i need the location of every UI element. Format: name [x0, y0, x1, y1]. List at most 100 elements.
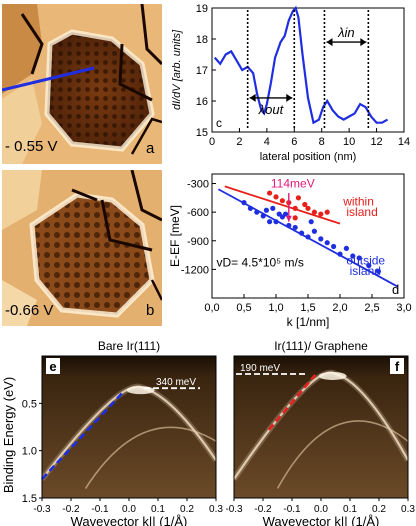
red-data-point	[318, 211, 324, 217]
panel-letter-box	[46, 358, 60, 374]
panel-title: Bare Ir(111)	[98, 339, 160, 353]
x-tick-label: 6	[291, 136, 297, 148]
x-tick-label: -0.2	[62, 504, 80, 515]
arrow-head-right	[360, 38, 367, 47]
x-tick-label: 0.1	[343, 504, 357, 515]
chart-f-arpes-graphene: 190 meV -0.3 -0.2 -0.1 0.0 0.1 0.2 0.3 Wavevecto…	[226, 339, 415, 526]
red-data-point	[273, 194, 279, 200]
y-tick-label: -300	[187, 179, 209, 191]
blue-data-point	[273, 219, 279, 225]
lambda-out-label: λout	[258, 102, 285, 117]
red-data-point	[324, 209, 330, 215]
arpes-background	[234, 356, 408, 498]
blue-data-point	[299, 230, 305, 236]
chart-e-arpes-bare: 340 meV -0.3 -0.2 -0.1 0.0 0.1 0.2 0.3 0.5 1.0 1.5…	[1, 339, 223, 526]
x-axis-label: Wavevector k|| (1/Å)	[71, 514, 188, 526]
velocity-label: vD= 4.5*10⁵ m/s	[216, 256, 303, 270]
y-tick-label: -600	[187, 207, 209, 219]
blue-data-point	[356, 255, 362, 261]
y-tick-label: -1200	[181, 264, 209, 276]
blue-data-point	[350, 253, 356, 259]
dirac-extrapolation	[41, 391, 125, 480]
x-tick-label: -0.1	[91, 504, 109, 515]
profile-curve	[213, 5, 389, 125]
blue-data-point	[343, 245, 349, 251]
x-tick-label: 1,5	[300, 302, 315, 314]
energy-label: 340 meV	[156, 377, 196, 388]
red-data-point	[305, 205, 311, 211]
blue-data-point	[263, 207, 269, 213]
blue-data-point	[286, 222, 292, 229]
blue-data-point	[331, 243, 337, 250]
y-axis-label: E-EF [meV]	[168, 205, 182, 267]
x-tick-label: 0.2	[372, 504, 386, 515]
arrow-head-left	[326, 38, 333, 47]
blue-data-point	[267, 219, 273, 225]
blue-data-point	[375, 268, 381, 274]
blue-data-point	[260, 213, 266, 219]
y-tick-label: 1.0	[22, 446, 37, 458]
blue-data-point	[366, 262, 372, 269]
chart-d-dispersion: 0,0 0,5 1,0 1,5 2,0 2,5 3,0 -300 -600 -900 -1200 k …	[168, 173, 412, 329]
plot-frame	[211, 7, 405, 133]
x-tick-label: -0.1	[283, 504, 301, 515]
x-tick-label: 0,0	[204, 302, 219, 314]
y-tick-label: 18	[196, 34, 208, 46]
x-tick-label: 14	[398, 136, 410, 148]
red-data-point	[279, 198, 285, 204]
blue-data-point	[308, 219, 314, 225]
panel-letter-box	[390, 358, 404, 374]
stm-image-a: - 0.55 V a	[1, 3, 164, 164]
gap-arrow-head	[285, 215, 292, 222]
x-tick-label: 3,0	[396, 302, 411, 314]
blue-data-point	[311, 228, 317, 234]
band-bright-spot	[126, 386, 155, 395]
band-bright-spot	[318, 371, 347, 380]
y-tick-label: 15	[196, 127, 208, 139]
red-data-point	[267, 190, 273, 196]
red-data-point	[292, 215, 298, 221]
x-tick-label: 2	[236, 136, 242, 148]
y-axis-label: dI/dV [arb. units]	[171, 29, 183, 110]
y-tick-label: 0.5	[22, 398, 37, 410]
x-tick-label: 0.0	[122, 504, 136, 515]
band-secondary	[276, 420, 409, 489]
x-tick-label: -0.2	[254, 504, 272, 515]
blue-data-point	[305, 234, 311, 240]
panel-letter-b: b	[146, 302, 155, 319]
x-tick-label: 4	[264, 136, 270, 148]
x-tick-label: 10	[343, 136, 355, 148]
legend-within-1: within	[342, 194, 374, 208]
profile-line	[1, 66, 95, 92]
blue-data-point	[324, 240, 330, 246]
red-data-point	[311, 209, 317, 215]
x-tick-label: 0	[209, 136, 215, 148]
x-tick-label: -0.3	[33, 504, 51, 515]
band-secondary	[84, 426, 217, 489]
gap-annotation: 114meV	[271, 177, 315, 191]
x-tick-label: 12	[370, 136, 382, 148]
x-tick-label: 8	[319, 136, 325, 148]
blue-data-point	[270, 205, 276, 211]
x-tick-label: 1,0	[268, 302, 283, 314]
arrow-head-right	[286, 93, 293, 102]
panel-title: Ir(111)/ Graphene	[274, 339, 368, 353]
blue-data-point	[241, 200, 247, 206]
energy-label: 190 meV	[240, 363, 280, 374]
chart-c-dIdV-profile: 0 2 4 6 8 10 12 14 15 16 17 18 19 lateral position (n…	[171, 3, 410, 163]
x-axis-label: lateral position (nm)	[260, 151, 357, 163]
y-tick-label: 17	[196, 65, 208, 77]
dirac-extrapolation	[267, 374, 317, 431]
x-tick-label: 0.0	[314, 504, 328, 515]
bias-label-a: - 0.55 V	[5, 138, 58, 155]
blue-data-point	[254, 209, 260, 215]
bias-label-b: -0.66 V	[5, 302, 54, 319]
x-axis-label: Wavevector k|| (1/Å)	[263, 514, 380, 526]
x-tick-label: 0.1	[151, 504, 165, 515]
red-fit-line	[224, 185, 341, 225]
blue-data-point	[283, 211, 289, 217]
stm-image-b-svg	[2, 169, 164, 326]
x-tick-label: 0.2	[180, 504, 194, 515]
y-axis-label: Binding Energy (eV)	[1, 377, 16, 493]
legend-within-2: island	[346, 205, 377, 219]
